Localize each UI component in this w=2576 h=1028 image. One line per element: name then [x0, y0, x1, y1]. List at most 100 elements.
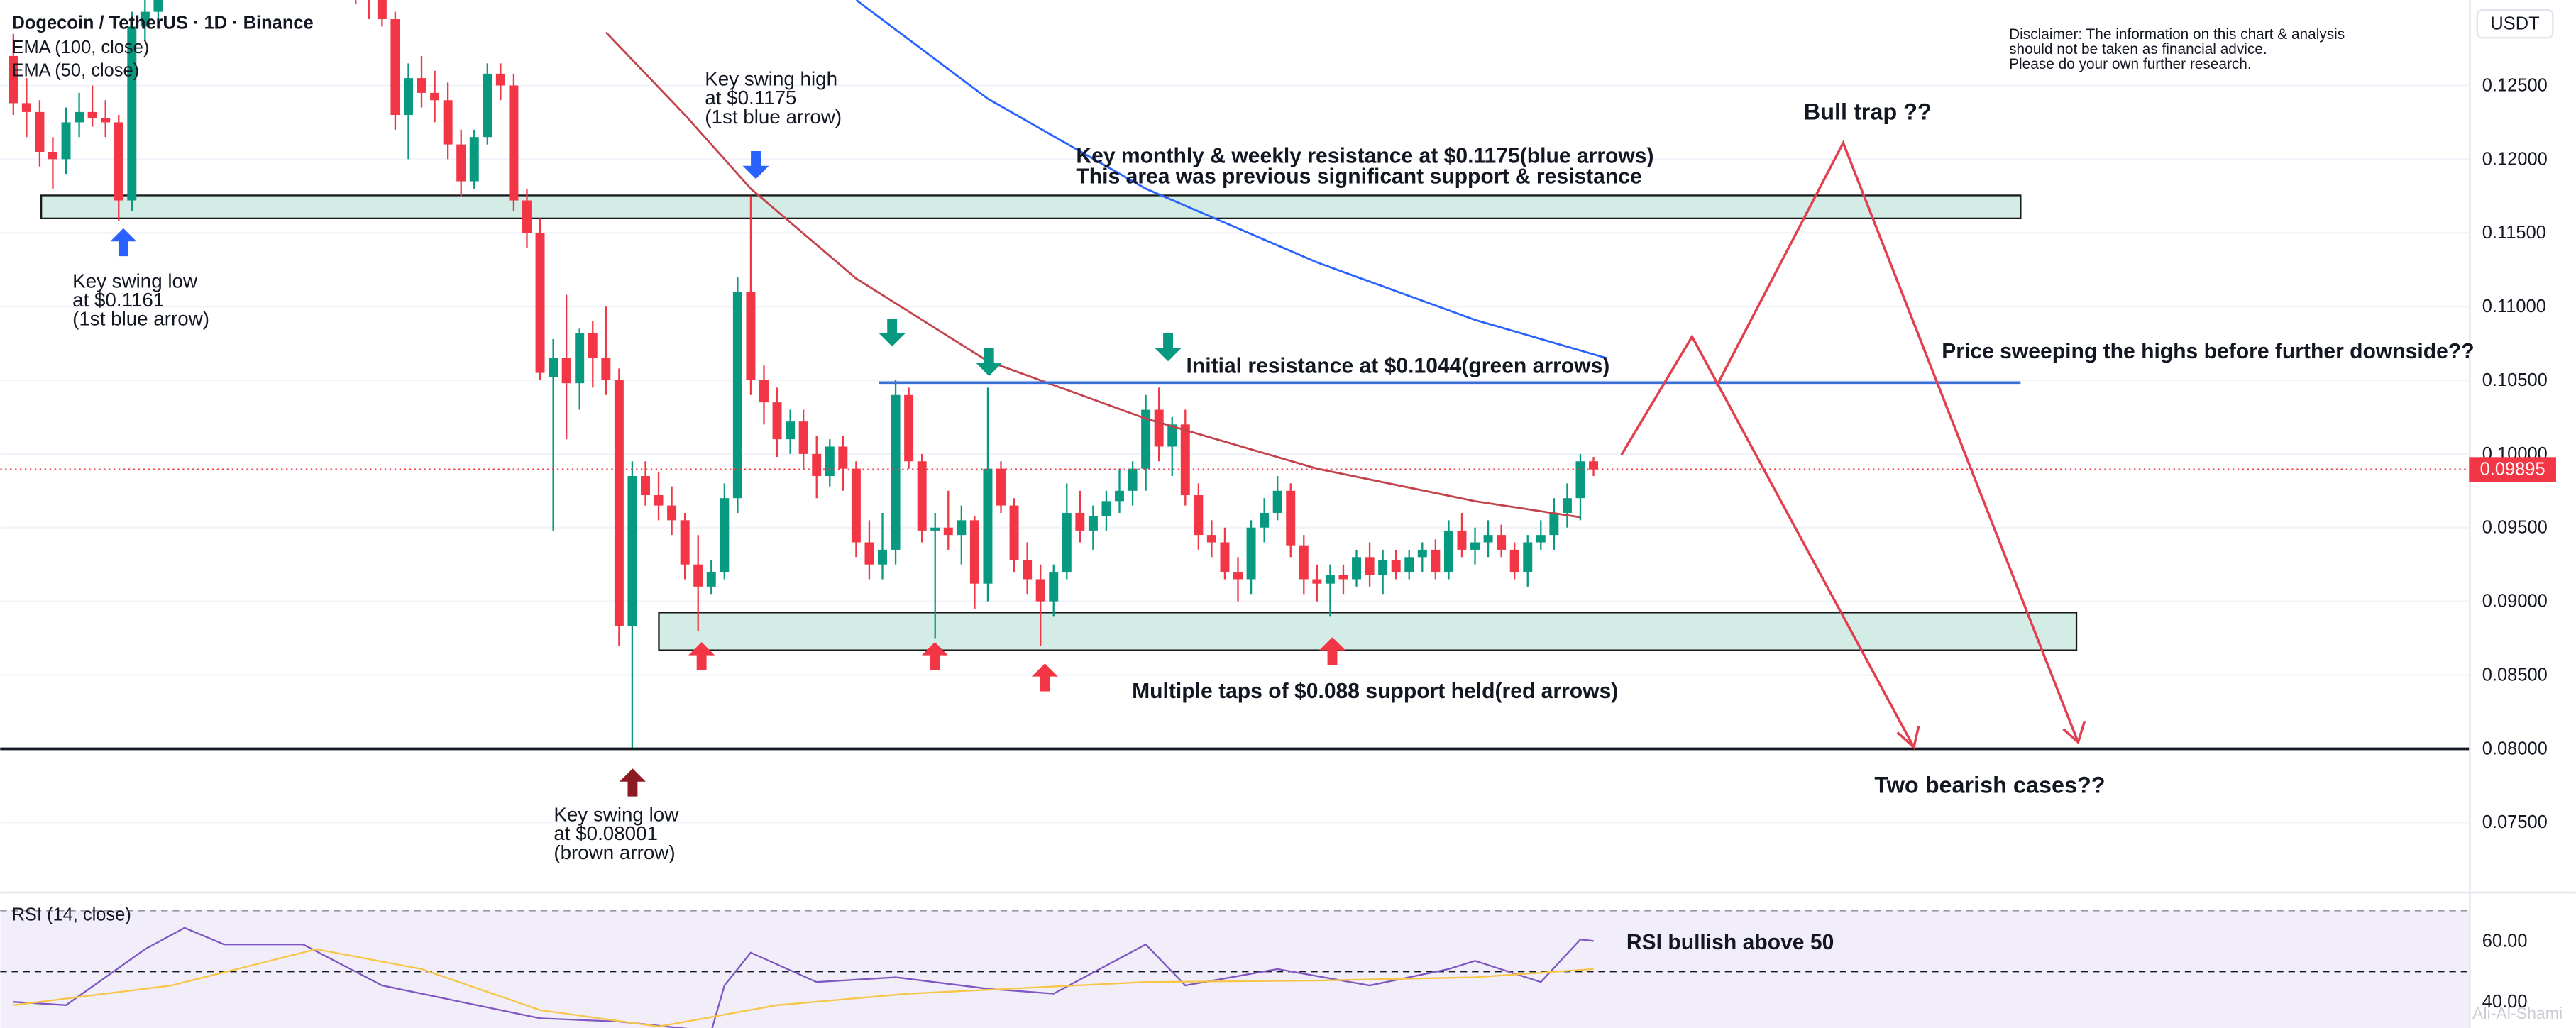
annotation: at $0.08001 [554, 822, 658, 844]
candle-body [680, 520, 690, 565]
candle-body [469, 137, 479, 182]
currency-box [2476, 9, 2554, 39]
y-tick-label: 0.09500 [2482, 518, 2548, 538]
candle-body [1035, 579, 1045, 602]
y-tick-label: 0.08500 [2482, 665, 2548, 685]
candle-body [1549, 512, 1559, 536]
price-pane [0, 0, 2470, 749]
candle-body [1260, 512, 1270, 528]
candle-body [1115, 490, 1124, 502]
candle-body [1141, 409, 1151, 469]
annotation: (1st blue arrow) [72, 308, 209, 330]
y-tick-label: 0.07500 [2482, 812, 2548, 832]
projection-path [1620, 333, 1915, 748]
candle-body [522, 200, 532, 233]
candle-body [1023, 560, 1033, 580]
annotation: Price sweeping the highs before further … [1942, 340, 2474, 363]
candle-body [1233, 572, 1243, 580]
candle-body [1128, 468, 1138, 491]
candle-body [87, 111, 97, 118]
candle-body [1404, 557, 1414, 573]
candle-body [61, 122, 71, 160]
candle-body [1009, 505, 1019, 560]
candle-body [1509, 549, 1519, 573]
candle-body [21, 103, 31, 112]
candle-body [1470, 542, 1480, 550]
candle-body [1180, 424, 1190, 496]
currency: USDT [2490, 14, 2539, 34]
candle-body [1325, 575, 1335, 584]
candle-body [667, 505, 677, 521]
watermark: Ali-Al-Shami [2472, 1004, 2563, 1022]
candle-body [957, 520, 967, 536]
candle-body [1523, 542, 1533, 573]
candle-body [772, 402, 782, 440]
candle-body [75, 111, 84, 123]
candle-body [390, 19, 400, 116]
candle-body [1062, 512, 1072, 573]
legend-label: EMA (50, close) [11, 61, 139, 81]
candle-body [798, 421, 808, 454]
annotation: Bull trap ?? [1804, 99, 1932, 124]
candle-body [983, 468, 993, 584]
annotation: Two bearish cases?? [1874, 772, 2105, 797]
candle-body [759, 380, 769, 403]
candle-body [549, 358, 558, 377]
candle-body [417, 78, 426, 93]
candle-body [1562, 498, 1572, 513]
rsi-pane [0, 910, 2470, 1028]
rsi-line [13, 927, 1594, 1028]
candle-body [35, 111, 45, 152]
y-tick-label: 0.12500 [2482, 75, 2548, 95]
candle-body [627, 476, 637, 626]
candle-body [1049, 572, 1059, 602]
symbol-title: Dogecoin / TetherUS · 1D · Binance [11, 13, 313, 33]
labels: 0.075000.080000.085000.090000.095000.100… [11, 26, 2556, 1012]
candle-body [1154, 409, 1164, 447]
candle-body [443, 100, 453, 145]
annotation: Key monthly & weekly resistance at $0.11… [1076, 144, 1653, 167]
candle-body [838, 446, 848, 469]
resistance-zone [40, 194, 2022, 220]
projection [1620, 140, 2086, 750]
y-tick-label: 0.12000 [2482, 149, 2548, 169]
candle-body [1194, 495, 1204, 536]
annotation: at $0.1175 [705, 87, 796, 109]
annotation: Key swing low [72, 270, 198, 292]
y-tick-label: 0.11500 [2482, 223, 2546, 243]
candle-body [601, 358, 611, 380]
candle-body [1299, 545, 1309, 580]
annotation: Initial resistance at $0.1044(green arro… [1186, 355, 1609, 378]
annotation: Key swing low [554, 804, 679, 826]
candle-body [1286, 490, 1296, 546]
candle-body [114, 122, 123, 201]
disclaimer: Disclaimer: The information on this char… [2009, 26, 2345, 43]
candle-body [851, 468, 861, 543]
candle-body [535, 233, 545, 373]
candle-body [878, 549, 887, 565]
annotation: This area was previous significant suppo… [1076, 165, 1641, 188]
disclaimer: Please do your own further research. [2009, 56, 2252, 72]
candle-body [693, 564, 703, 587]
candle-body [1589, 461, 1599, 470]
candle-body [575, 333, 585, 384]
candle-body [1220, 542, 1230, 573]
candle-body [943, 527, 953, 536]
projection-arrowhead [1896, 725, 1920, 750]
candle-body [456, 144, 466, 182]
candle-body [1431, 549, 1441, 573]
candle-body [1378, 560, 1388, 575]
annotation: (1st blue arrow) [705, 106, 842, 128]
annotation: Multiple taps of $0.088 support held(red… [1132, 680, 1618, 703]
annotation: at $0.1161 [72, 289, 164, 311]
candle-body [1365, 557, 1375, 575]
candle-body [864, 542, 874, 565]
candle-body [746, 292, 756, 380]
candle-body [127, 26, 137, 201]
ema-line [855, 0, 1607, 360]
candle-body [1575, 461, 1585, 499]
rsi-band [0, 910, 2470, 1028]
projection-arrowhead [2062, 720, 2086, 745]
